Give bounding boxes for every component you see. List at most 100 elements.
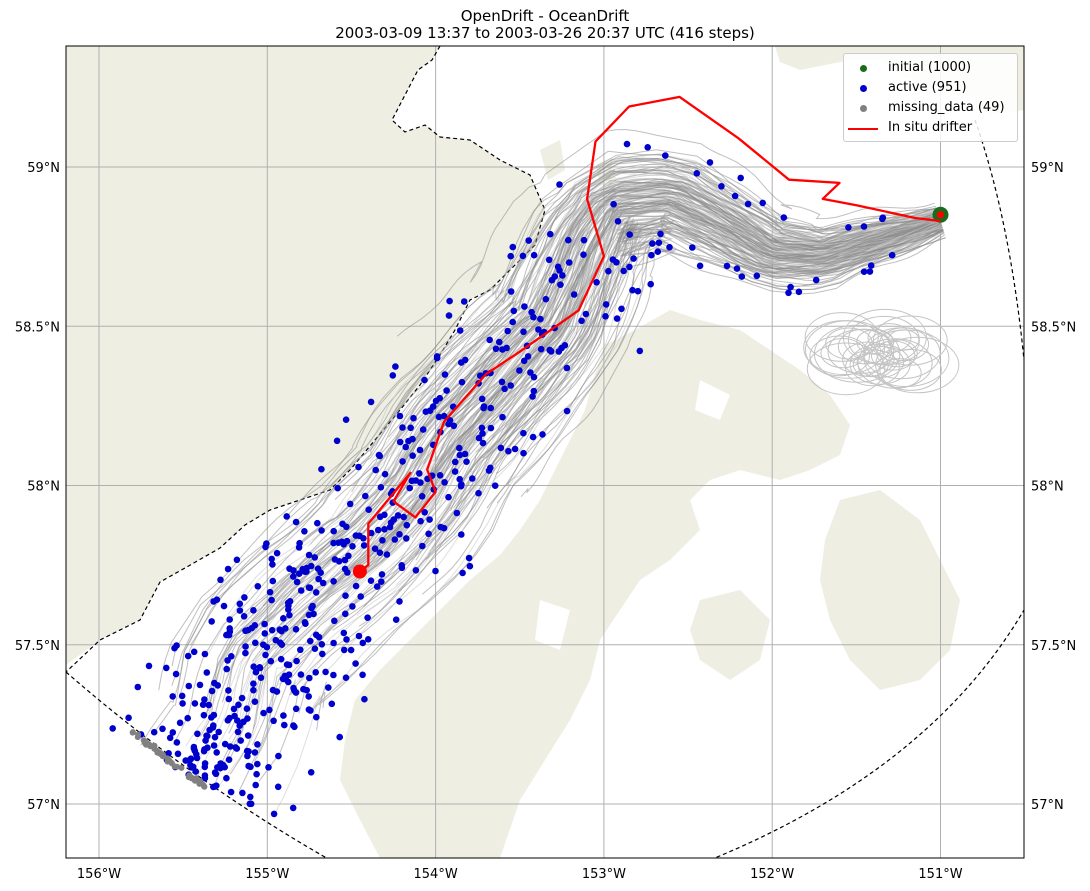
active-particle xyxy=(192,768,200,775)
active-particle xyxy=(501,385,508,393)
active-particle xyxy=(297,587,305,594)
active-particle xyxy=(224,565,232,573)
active-particle xyxy=(342,610,349,618)
active-particle xyxy=(374,526,382,534)
active-particle xyxy=(293,657,300,665)
active-particle xyxy=(623,140,631,148)
active-particle xyxy=(330,539,337,547)
active-particle xyxy=(254,741,261,748)
active-particle xyxy=(666,243,673,251)
active-particle xyxy=(145,662,153,670)
active-particle xyxy=(458,481,465,488)
active-particle xyxy=(225,631,233,639)
active-particle xyxy=(475,434,483,442)
active-particle xyxy=(194,730,201,738)
active-particle xyxy=(392,363,399,370)
active-particle xyxy=(605,267,612,275)
active-particle xyxy=(456,451,464,459)
active-particle xyxy=(379,537,386,544)
active-particle xyxy=(347,646,355,654)
active-particle xyxy=(359,671,366,679)
active-particle xyxy=(273,549,281,557)
active-particle xyxy=(355,463,362,471)
active-particle xyxy=(213,749,220,756)
active-particle xyxy=(244,732,252,739)
active-particle xyxy=(547,230,554,238)
active-particle xyxy=(443,387,450,394)
active-particle xyxy=(253,770,260,778)
active-particle xyxy=(504,327,512,335)
active-particle xyxy=(331,556,339,563)
land-areas xyxy=(66,46,1024,858)
active-particle xyxy=(614,218,622,225)
active-particle xyxy=(330,639,337,647)
active-particle xyxy=(478,395,486,403)
particle-trajectory xyxy=(251,202,942,662)
active-particle xyxy=(208,618,215,625)
active-particle xyxy=(314,519,321,527)
active-particle xyxy=(644,144,651,151)
lat-tick-label: 58°N xyxy=(27,480,60,495)
active-particle xyxy=(432,567,439,575)
active-particle xyxy=(205,701,213,709)
active-particle xyxy=(376,452,384,460)
active-particle xyxy=(376,549,384,556)
active-particle xyxy=(268,626,276,634)
active-particle xyxy=(520,328,527,336)
active-particle xyxy=(613,315,621,322)
active-particle xyxy=(845,224,852,231)
active-particle xyxy=(352,660,359,667)
active-particle xyxy=(261,630,269,637)
active-particle xyxy=(242,627,249,635)
particle-trajectory xyxy=(190,157,937,646)
active-particle xyxy=(190,743,198,751)
lat-tick-label: 59°N xyxy=(1031,161,1064,176)
active-particle xyxy=(364,636,372,643)
active-particle xyxy=(349,603,356,610)
active-particle xyxy=(290,567,297,574)
active-particle xyxy=(451,468,459,475)
active-particle xyxy=(285,671,293,678)
active-particle xyxy=(412,477,420,484)
active-particle xyxy=(535,326,542,333)
active-particle xyxy=(558,344,565,352)
active-particle xyxy=(410,414,417,422)
active-particle xyxy=(440,412,448,420)
active-particle xyxy=(416,470,423,477)
legend-label-drifter: In situ drifter xyxy=(888,120,973,135)
active-particle xyxy=(341,565,349,573)
active-particle xyxy=(203,669,211,676)
active-particle xyxy=(176,719,184,727)
active-particle xyxy=(634,287,642,295)
active-particle xyxy=(315,575,322,583)
active-particle xyxy=(406,484,414,492)
active-particle xyxy=(437,523,445,531)
active-particle xyxy=(409,452,417,460)
drifter-track-line xyxy=(359,95,941,573)
active-particle xyxy=(200,711,208,719)
active-particle xyxy=(210,598,217,605)
active-particle xyxy=(311,554,319,561)
particle-trajectory-loop xyxy=(827,329,895,374)
active-particle xyxy=(459,569,466,577)
particle-trajectory xyxy=(388,165,938,438)
active-particle xyxy=(223,665,230,673)
active-particle xyxy=(593,279,600,286)
active-particle xyxy=(226,625,233,632)
active-particle xyxy=(654,248,662,255)
particle-trajectory xyxy=(427,224,944,556)
active-particle xyxy=(399,424,406,431)
active-particle xyxy=(221,740,229,748)
active-particle xyxy=(214,682,222,689)
active-particle xyxy=(247,800,255,808)
active-particle xyxy=(301,528,308,535)
active-particle xyxy=(478,424,486,432)
active-particle xyxy=(421,509,429,516)
active-particle xyxy=(451,458,459,466)
active-particle xyxy=(224,717,232,724)
drifter-end-marker xyxy=(352,564,367,579)
active-particle xyxy=(169,729,177,736)
active-particle xyxy=(520,449,527,457)
active-particle xyxy=(250,680,257,687)
active-particle xyxy=(280,712,287,719)
